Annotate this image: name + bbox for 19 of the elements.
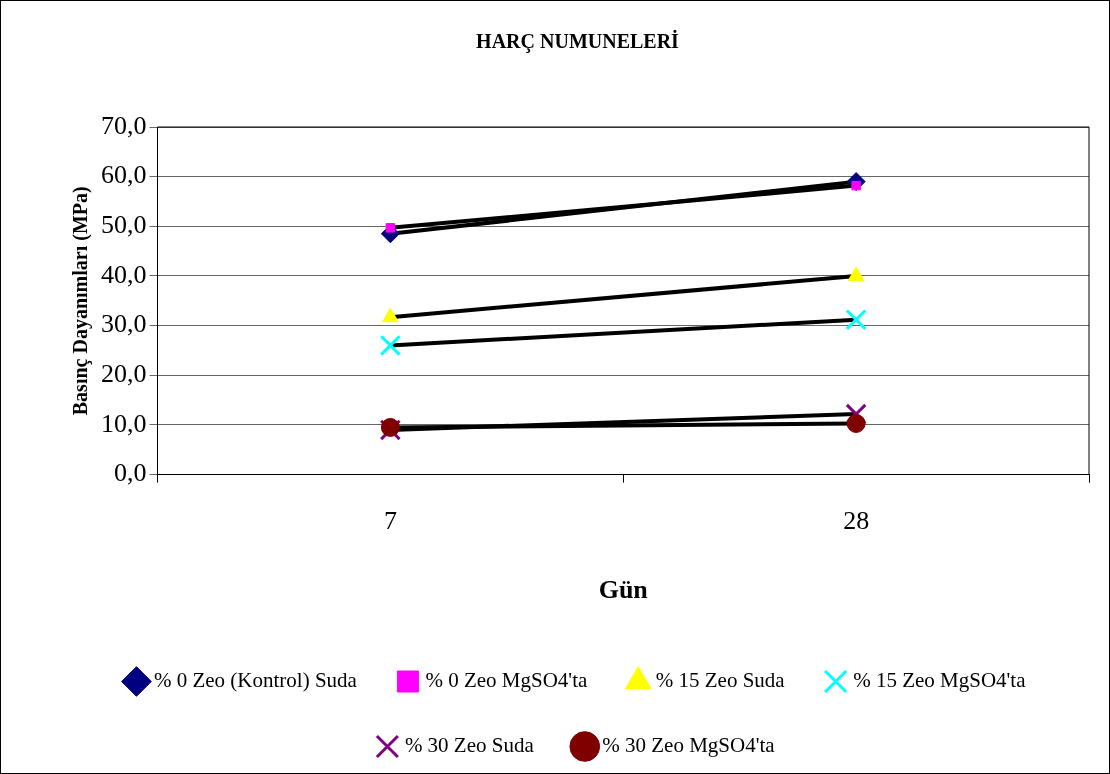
legend-label: % 30 Zeo Suda xyxy=(404,733,535,758)
legend-label: % 30 Zeo MgSO4'ta xyxy=(602,733,776,758)
y-tick-label: 30,0 xyxy=(101,309,147,339)
legend-label: % 15 Zeo MgSO4'ta xyxy=(853,668,1027,693)
legend-label: % 0 Zeo (Kontrol) Suda xyxy=(153,668,358,693)
y-tick-label: 60,0 xyxy=(101,160,147,190)
y-tick-label: 50,0 xyxy=(101,210,147,240)
chart-title: HARÇ NUMUNELERİ xyxy=(476,29,680,54)
y-axis-title: Basınç Dayanımları (MPa) xyxy=(69,186,93,416)
x-tick-label: 28 xyxy=(843,506,870,536)
x-axis-title: Gün xyxy=(598,575,649,605)
legend-label: % 0 Zeo MgSO4'ta xyxy=(425,668,588,693)
y-tick-label: 10,0 xyxy=(101,408,147,438)
legend-label: % 15 Zeo Suda xyxy=(655,668,786,693)
y-tick-label: 70,0 xyxy=(101,110,147,140)
x-tick-label: 7 xyxy=(383,506,397,536)
y-tick-label: 20,0 xyxy=(101,359,147,389)
y-tick-label: 0,0 xyxy=(114,458,147,488)
y-tick-label: 40,0 xyxy=(101,259,147,289)
